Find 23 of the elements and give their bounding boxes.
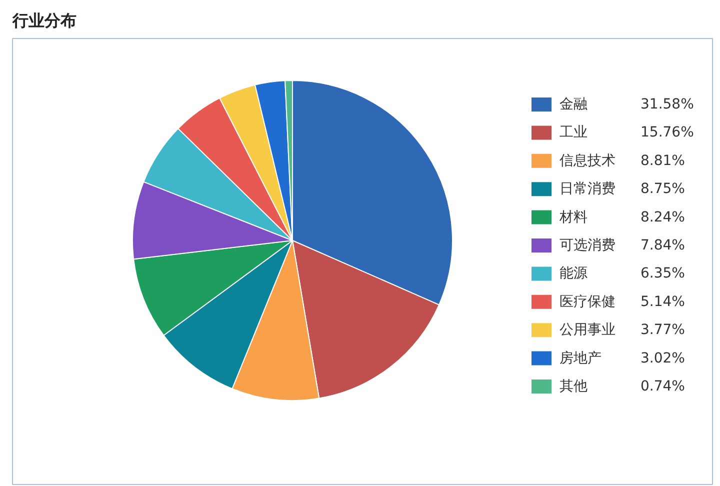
data-label: 6.35% [640,266,685,282]
data-label: 8.24% [640,209,685,226]
legend-label: 房地产 [560,350,602,366]
data-label: 8.75% [640,181,685,198]
legend-label: 材料 [558,209,588,226]
legend-label: 能源 [560,266,588,282]
data-label: 31.58% [640,96,694,112]
data-label: 7.84% [640,238,685,254]
legend-label: 医疗保健 [560,294,616,310]
legend-label: 可选消费 [560,238,616,254]
chart-title: 行业分布 [12,11,76,30]
legend-label: 信息技术 [560,152,616,169]
data-label: 5.14% [640,294,685,310]
legend-label: 公用事业 [560,322,616,338]
legend-label: 日常消费 [560,181,616,198]
data-label: 8.81% [640,152,685,169]
legend-label: 金融 [560,96,588,112]
data-label: 0.74% [640,378,685,394]
legend-label: 工业 [560,124,588,141]
data-label: 3.02% [640,350,685,366]
data-label: 15.76% [640,124,694,141]
data-label: 3.77% [640,322,685,338]
legend-label: 其他 [560,378,588,394]
